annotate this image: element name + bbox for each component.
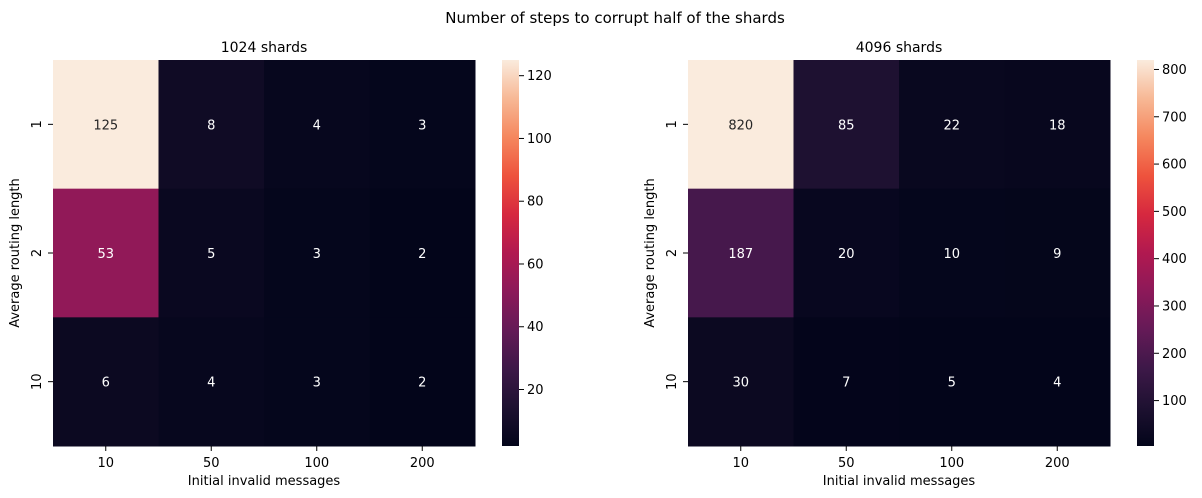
y-tick-label: 10 (665, 373, 680, 390)
heatmap-cell (158, 188, 265, 318)
heatmap-cell (793, 317, 900, 447)
heatmap-cell (53, 317, 159, 447)
heatmap-cell (158, 317, 265, 447)
x-tick-label: 200 (410, 456, 435, 471)
colorbar-tick-label: 200 (1162, 347, 1187, 362)
heatmap-cell (1004, 60, 1111, 190)
y-tick-label: 1 (665, 120, 680, 128)
y-axis-label: Average routing length (643, 178, 658, 328)
cell-value-label: 5 (207, 247, 215, 262)
x-tick-label: 100 (939, 456, 964, 471)
cell-value-label: 4 (207, 376, 215, 391)
y-tick-label: 1 (30, 120, 45, 128)
cell-value-label: 10 (943, 247, 960, 262)
x-tick-label: 50 (203, 456, 220, 471)
heatmap-cell (53, 60, 159, 190)
heatmap-cell (688, 317, 794, 447)
heatmap-cell (688, 60, 794, 190)
cell-value-label: 2 (418, 376, 426, 391)
colorbar-tick-label: 80 (527, 195, 544, 210)
heatmap-cell (793, 60, 900, 190)
colorbar-tick-label: 700 (1162, 110, 1187, 125)
cell-value-label: 8 (207, 118, 215, 133)
cell-value-label: 22 (943, 118, 960, 133)
heatmap-cell (158, 60, 265, 190)
colorbar-tick-label: 300 (1162, 299, 1187, 314)
y-axis-label: Average routing length (8, 178, 23, 328)
cell-value-label: 20 (838, 247, 855, 262)
panel-title: 4096 shards (856, 40, 943, 56)
heatmap-cell (899, 188, 1005, 318)
colorbar-tick-label: 20 (527, 383, 544, 398)
x-axis-label: Initial invalid messages (188, 474, 341, 489)
heatmap-cell (688, 188, 794, 318)
panel-title: 1024 shards (221, 40, 308, 56)
cell-value-label: 7 (842, 376, 850, 391)
cell-value-label: 53 (97, 247, 114, 262)
heatmap-cell (264, 188, 370, 318)
x-tick-label: 100 (304, 456, 329, 471)
cell-value-label: 85 (838, 118, 855, 133)
cell-value-label: 5 (948, 376, 956, 391)
x-axis-label: Initial invalid messages (823, 474, 976, 489)
y-tick-label: 2 (30, 249, 45, 257)
cell-value-label: 3 (418, 118, 426, 133)
cell-value-label: 820 (728, 118, 753, 133)
cell-value-label: 9 (1053, 247, 1061, 262)
x-tick-label: 10 (732, 456, 749, 471)
heatmap-panel-2: 4096 shards 820 85 22 18 187 20 10 9 30 7 5 4 10 50 100… (643, 40, 1187, 489)
cell-value-label: 30 (732, 376, 749, 391)
x-tick-label: 50 (838, 456, 855, 471)
colorbar-tick-label: 60 (527, 257, 544, 272)
colorbar (1137, 60, 1154, 446)
colorbar (502, 60, 519, 446)
heatmap-cell (899, 317, 1005, 447)
y-tick-label: 2 (665, 249, 680, 257)
colorbar-tick-label: 100 (1162, 394, 1187, 409)
heatmap-cell (53, 188, 159, 318)
heatmap-cell (899, 60, 1005, 190)
suptitle: Number of steps to corrupt half of the s… (445, 9, 785, 27)
cell-value-label: 4 (1053, 376, 1061, 391)
x-tick-label: 10 (97, 456, 114, 471)
colorbar-tick-label: 400 (1162, 252, 1187, 267)
heatmap-cell (793, 188, 900, 318)
x-tick-label: 200 (1045, 456, 1070, 471)
colorbar-tick-label: 600 (1162, 158, 1187, 173)
heatmap-cell (1004, 188, 1111, 318)
heatmap-cell (1004, 317, 1111, 447)
cell-value-label: 6 (102, 376, 110, 391)
cell-value-label: 187 (728, 247, 753, 262)
colorbar-tick-label: 500 (1162, 205, 1187, 220)
heatmap-cell (369, 188, 476, 318)
cell-value-label: 4 (313, 118, 321, 133)
heatmap-cell (264, 60, 370, 190)
colorbar-tick-label: 800 (1162, 63, 1187, 78)
colorbar-tick-label: 120 (527, 69, 552, 84)
colorbar-tick-label: 40 (527, 320, 544, 335)
y-tick-label: 10 (30, 373, 45, 390)
cell-value-label: 3 (313, 247, 321, 262)
colorbar-tick-label: 100 (527, 132, 552, 147)
heatmap-cell (264, 317, 370, 447)
cell-value-label: 125 (93, 118, 118, 133)
cell-value-label: 18 (1049, 118, 1066, 133)
heatmap-cell (369, 60, 476, 190)
cell-value-label: 3 (313, 376, 321, 391)
cell-value-label: 2 (418, 247, 426, 262)
heatmap-cell (369, 317, 476, 447)
